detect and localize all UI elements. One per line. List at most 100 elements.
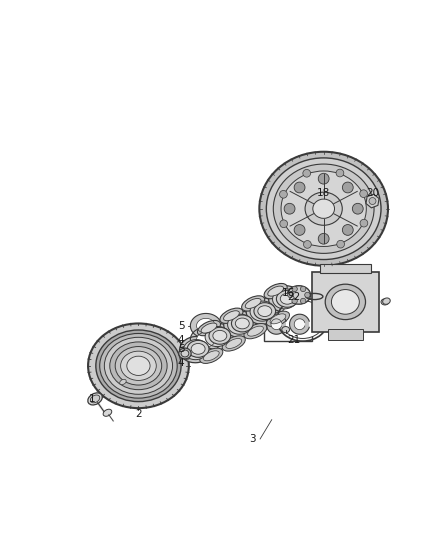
Ellipse shape: [280, 301, 325, 338]
Polygon shape: [271, 319, 282, 329]
Ellipse shape: [198, 320, 220, 336]
Ellipse shape: [273, 164, 374, 253]
Bar: [320, 264, 371, 273]
Ellipse shape: [266, 158, 381, 260]
Ellipse shape: [96, 330, 181, 401]
Polygon shape: [197, 318, 214, 333]
Text: 18: 18: [317, 188, 330, 198]
Bar: [264, 303, 312, 341]
Text: 22: 22: [287, 292, 300, 302]
Ellipse shape: [381, 299, 389, 305]
Ellipse shape: [201, 324, 234, 350]
Ellipse shape: [117, 377, 128, 386]
Ellipse shape: [191, 343, 205, 354]
Circle shape: [300, 298, 306, 304]
Circle shape: [305, 292, 310, 297]
Polygon shape: [191, 327, 220, 352]
Ellipse shape: [287, 286, 311, 304]
Circle shape: [292, 298, 297, 304]
Ellipse shape: [203, 351, 219, 361]
Ellipse shape: [258, 306, 272, 317]
Circle shape: [292, 286, 297, 292]
Text: 2: 2: [135, 409, 142, 419]
Circle shape: [337, 240, 345, 248]
Ellipse shape: [247, 326, 263, 336]
Circle shape: [284, 203, 295, 214]
Ellipse shape: [245, 298, 261, 309]
Ellipse shape: [226, 338, 242, 349]
Ellipse shape: [88, 324, 189, 408]
Ellipse shape: [259, 152, 388, 265]
Ellipse shape: [103, 409, 112, 416]
Ellipse shape: [90, 395, 100, 403]
Circle shape: [288, 292, 293, 297]
Ellipse shape: [100, 334, 177, 398]
Ellipse shape: [276, 290, 298, 308]
Text: 3: 3: [249, 434, 256, 444]
Ellipse shape: [272, 289, 297, 309]
Circle shape: [303, 169, 311, 177]
Text: 16: 16: [281, 288, 295, 298]
Bar: [328, 329, 363, 340]
Ellipse shape: [268, 286, 301, 312]
Ellipse shape: [231, 315, 253, 332]
Text: 5: 5: [178, 344, 184, 354]
Ellipse shape: [383, 298, 390, 304]
Ellipse shape: [235, 318, 249, 329]
Ellipse shape: [88, 393, 102, 405]
Circle shape: [318, 233, 329, 244]
Ellipse shape: [281, 171, 366, 246]
Ellipse shape: [224, 311, 256, 337]
Polygon shape: [266, 314, 286, 334]
Ellipse shape: [264, 284, 287, 298]
Ellipse shape: [180, 336, 212, 363]
Text: 21: 21: [287, 335, 300, 345]
Ellipse shape: [110, 342, 167, 390]
Text: 4: 4: [178, 335, 184, 345]
Ellipse shape: [305, 192, 342, 225]
Ellipse shape: [187, 341, 209, 357]
Ellipse shape: [313, 199, 335, 219]
Circle shape: [300, 286, 306, 292]
Ellipse shape: [266, 311, 290, 327]
Bar: [312, 272, 379, 332]
Circle shape: [336, 169, 344, 177]
Ellipse shape: [242, 296, 265, 311]
Ellipse shape: [223, 311, 239, 321]
Polygon shape: [366, 194, 379, 208]
Text: 1: 1: [88, 394, 95, 404]
Circle shape: [360, 219, 368, 227]
Ellipse shape: [184, 340, 208, 360]
Ellipse shape: [120, 351, 156, 381]
Polygon shape: [290, 314, 309, 334]
Circle shape: [304, 240, 311, 248]
Circle shape: [294, 224, 305, 236]
Polygon shape: [197, 332, 214, 347]
Ellipse shape: [127, 356, 150, 375]
Polygon shape: [191, 313, 220, 338]
Ellipse shape: [220, 308, 243, 324]
Ellipse shape: [222, 336, 245, 351]
Ellipse shape: [179, 348, 191, 359]
Ellipse shape: [200, 348, 223, 364]
Text: 5: 5: [178, 321, 184, 331]
Circle shape: [279, 190, 287, 198]
Ellipse shape: [104, 337, 173, 394]
Ellipse shape: [254, 303, 276, 320]
Ellipse shape: [270, 314, 286, 324]
Ellipse shape: [213, 330, 227, 341]
Circle shape: [318, 173, 329, 184]
Text: 20: 20: [366, 188, 379, 198]
Ellipse shape: [201, 323, 217, 333]
Ellipse shape: [209, 327, 231, 344]
Ellipse shape: [244, 324, 267, 339]
Ellipse shape: [120, 379, 126, 385]
Ellipse shape: [181, 350, 189, 357]
Circle shape: [352, 203, 363, 214]
Text: 4: 4: [178, 358, 184, 368]
Ellipse shape: [280, 294, 294, 304]
Ellipse shape: [205, 327, 230, 346]
Ellipse shape: [250, 301, 275, 321]
Ellipse shape: [115, 346, 162, 385]
Ellipse shape: [228, 314, 252, 334]
